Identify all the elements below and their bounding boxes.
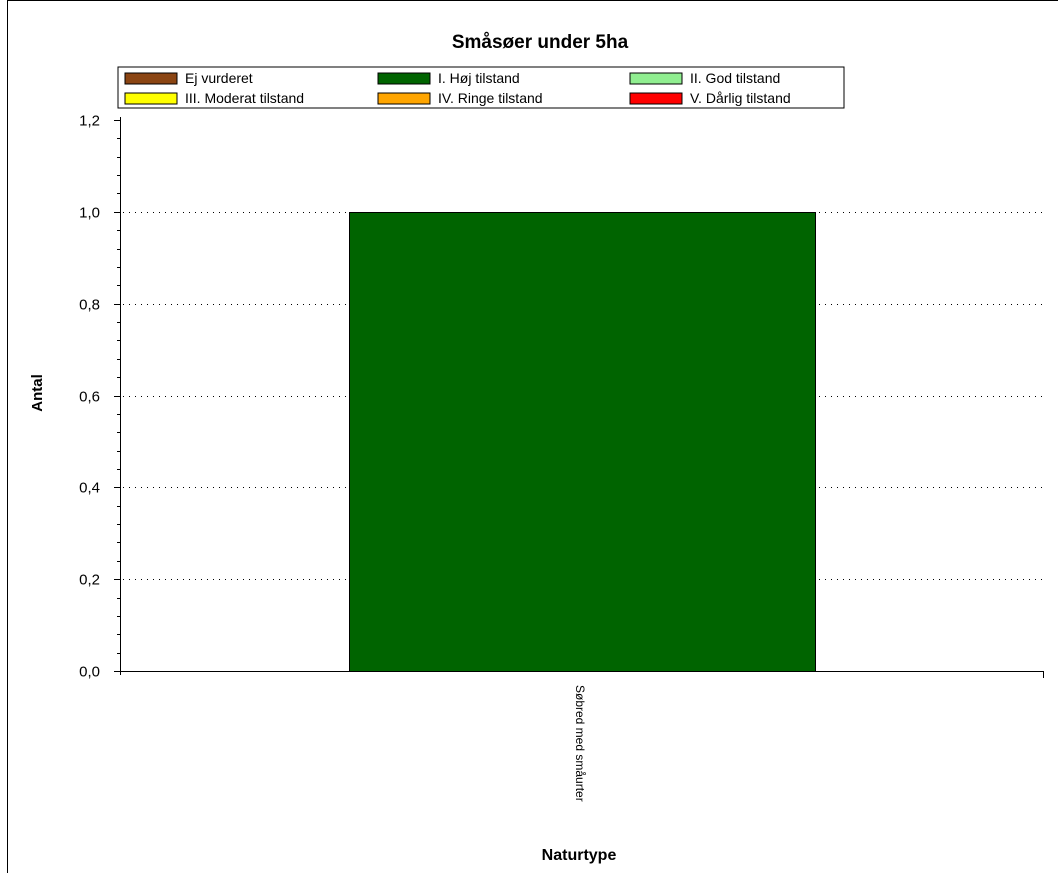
y-tick-label: 0,4 [79,480,100,497]
x-category-label: Søbred med småurter [573,685,587,802]
legend-label: IV. Ringe tilstand [438,90,543,106]
legend-swatch [377,92,431,105]
legend-swatch [377,72,431,85]
x-axis-label: Naturtype [542,847,617,864]
legend-label: II. God tilstand [690,70,780,86]
y-tick-label: 0,8 [79,297,100,314]
bars [349,212,816,672]
legend: Ej vurderet I. Høj tilstand II. God tilsta… [124,70,791,106]
legend-swatch [629,72,683,85]
x-category-labels: Søbred med småurter [573,685,587,802]
legend-label: V. Dårlig tilstand [690,90,791,106]
legend-label: I. Høj tilstand [438,70,520,86]
y-tick-label: 0,2 [79,572,100,589]
y-tick-label: 0,0 [79,664,100,681]
legend-label: III. Moderat tilstand [185,90,304,106]
y-tick-label: 1,0 [79,205,100,222]
legend-box [117,66,845,109]
legend-swatch [124,72,178,85]
legend-swatch [124,92,178,105]
y-tick-label: 1,2 [79,113,100,130]
y-axis: 0,0 0,2 0,4 0,6 0,8 1,0 1,2 [79,113,121,681]
y-tick-label: 0,6 [79,389,100,406]
bar [349,212,816,672]
legend-label: Ej vurderet [185,70,253,86]
legend-swatch [629,92,683,105]
y-axis-label: Antal [29,374,46,412]
chart-title: Småsøer under 5ha [452,32,629,53]
